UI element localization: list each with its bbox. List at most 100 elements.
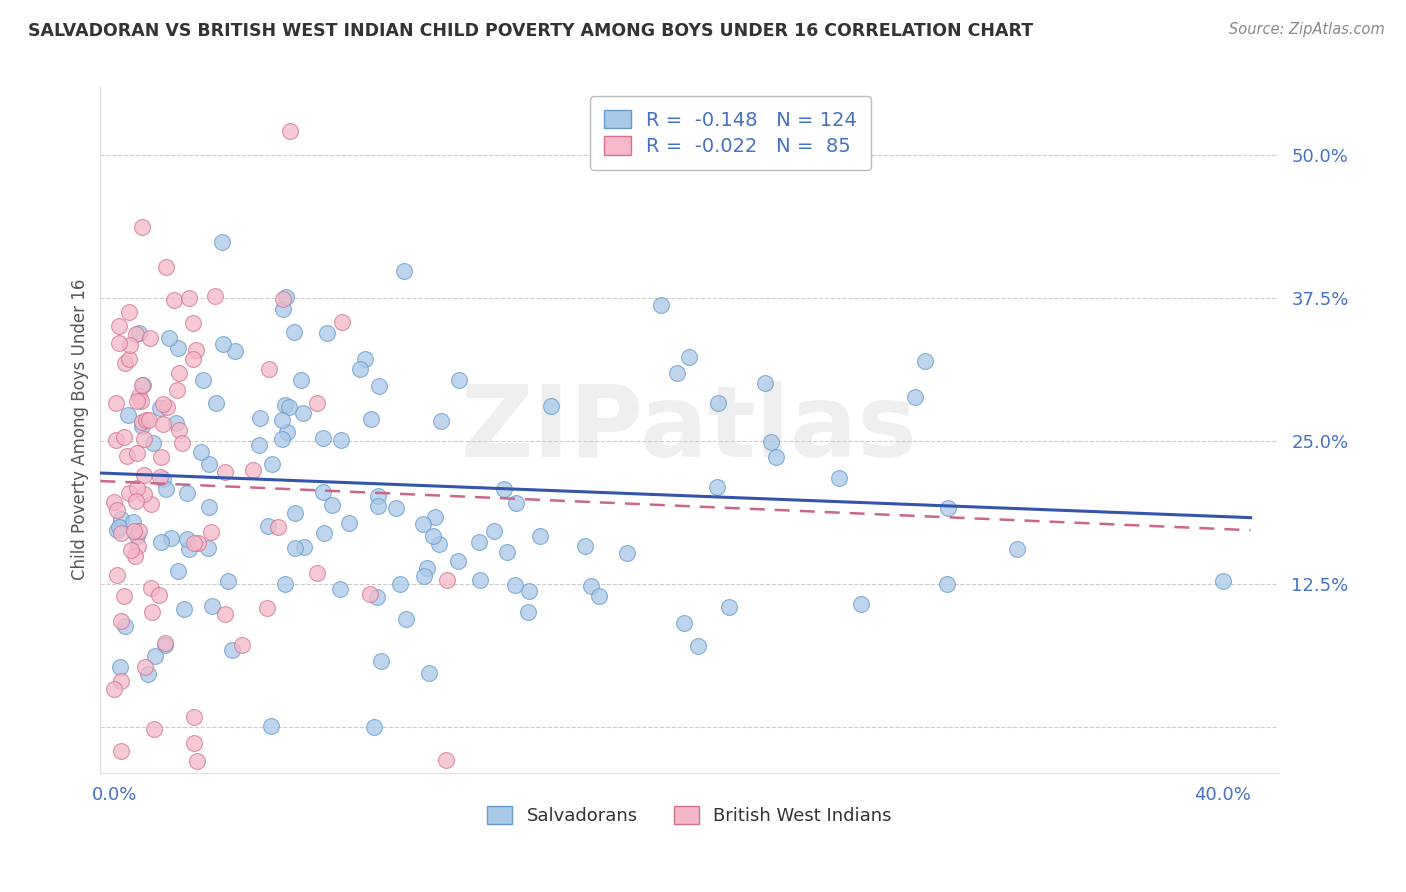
Point [110,614,132,628]
Point [184,343,207,358]
Point [292,407,315,421]
Point [183,535,205,549]
Point [422,529,444,543]
Point [678,350,700,364]
Point [169,366,191,380]
Point [122,516,145,530]
Point [149,401,172,416]
Point [650,298,672,312]
Text: ZIPatlas: ZIPatlas [461,381,918,478]
Point [505,496,527,510]
Point [503,578,526,592]
Point [517,584,540,599]
Point [197,541,219,555]
Point [132,467,155,482]
Point [108,318,131,333]
Point [321,498,343,512]
Point [105,396,128,410]
Point [214,607,236,622]
Point [152,417,174,431]
Point [447,554,470,568]
Point [849,597,872,611]
Point [936,577,959,591]
Point [117,408,139,422]
Point [389,577,412,591]
Point [260,457,283,471]
Point [142,435,165,450]
Point [128,326,150,340]
Point [914,353,936,368]
Point [114,356,136,370]
Point [242,463,264,477]
Point [494,482,516,496]
Point [155,401,177,415]
Legend: Salvadorans, British West Indians: Salvadorans, British West Indians [479,799,898,832]
Point [276,290,298,304]
Point [200,525,222,540]
Point [155,260,177,274]
Point [447,373,470,387]
Point [152,471,174,485]
Point [412,517,434,532]
Point [183,710,205,724]
Point [153,636,176,650]
Point [170,435,193,450]
Y-axis label: Child Poverty Among Boys Under 16: Child Poverty Among Boys Under 16 [72,279,89,580]
Point [139,581,162,595]
Point [247,438,270,452]
Point [312,525,335,540]
Point [415,561,437,575]
Point [367,489,389,503]
Point [271,413,294,427]
Point [329,433,352,447]
Point [266,520,288,534]
Point [110,673,132,688]
Point [292,540,315,554]
Point [103,494,125,508]
Point [160,531,183,545]
Point [176,485,198,500]
Point [135,413,157,427]
Point [718,599,741,614]
Point [276,425,298,439]
Point [904,390,927,404]
Text: SALVADORAN VS BRITISH WEST INDIAN CHILD POVERTY AMONG BOYS UNDER 16 CORRELATION : SALVADORAN VS BRITISH WEST INDIAN CHILD … [28,22,1033,40]
Point [117,351,139,366]
Point [131,415,153,429]
Point [574,539,596,553]
Point [280,124,302,138]
Point [436,573,458,587]
Point [312,484,335,499]
Point [181,316,204,330]
Point [307,396,329,410]
Point [131,419,153,434]
Point [224,343,246,358]
Point [157,331,180,345]
Point [394,264,416,278]
Point [167,564,190,578]
Point [186,754,208,768]
Point [283,325,305,339]
Point [139,497,162,511]
Point [468,534,491,549]
Point [418,665,440,680]
Point [120,543,142,558]
Point [105,523,128,537]
Point [367,500,389,514]
Point [359,587,381,601]
Point [363,720,385,734]
Point [103,681,125,696]
Point [187,536,209,550]
Point [256,519,278,533]
Point [125,327,148,342]
Point [212,337,235,351]
Point [429,414,451,428]
Point [125,529,148,543]
Point [110,525,132,540]
Point [131,378,153,392]
Point [349,362,371,376]
Point [173,601,195,615]
Point [231,638,253,652]
Point [107,336,129,351]
Point [284,541,307,555]
